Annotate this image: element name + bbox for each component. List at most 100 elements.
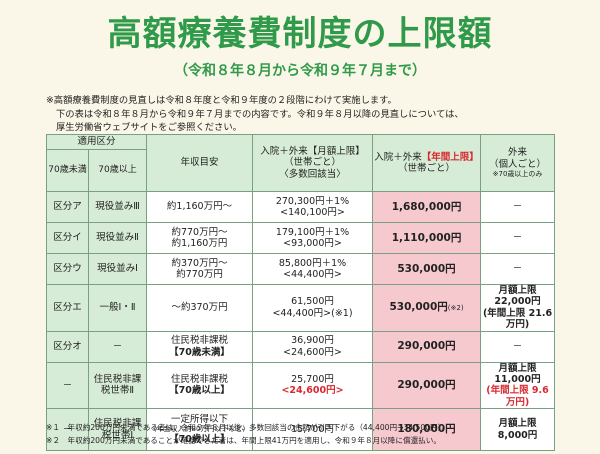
cell-monthly-line2: <24,600円> bbox=[283, 346, 342, 358]
cell-annual: 1,680,000円 bbox=[372, 191, 482, 223]
cell-monthly: 61,500円 <44,400円>(※1) bbox=[252, 284, 374, 332]
cell-u70: － bbox=[46, 408, 89, 452]
cell-o70: 現役並みⅠ bbox=[87, 253, 148, 285]
cell-income-small: (年金収入約80万円以下など) bbox=[153, 425, 246, 434]
cell-o70: 現役並みⅡ bbox=[87, 222, 148, 254]
header-monthly-line1: 入院＋外来【月額上限】 bbox=[260, 145, 365, 157]
header-monthly-line3: 〈多数回該当〉 bbox=[279, 168, 346, 180]
header-annual-red: 【年間上限】 bbox=[421, 151, 479, 163]
table-row: 区分ア 現役並みⅢ 約1,160万円～ 270,300円＋1% <140,100円… bbox=[46, 191, 556, 223]
cell-outpatient-line2: (年間上限 21.6万円) bbox=[482, 307, 553, 331]
table-row: 区分エ 一般Ⅰ・Ⅱ ～約370万円 61,500円 <44,400円>(※1) 5… bbox=[46, 284, 556, 332]
cell-outpatient-line2: (年間上限 9.6 万円) bbox=[486, 385, 549, 408]
cell-income: 約770万円～ 約1,160万円 bbox=[146, 222, 254, 254]
cell-u70: － bbox=[46, 361, 89, 410]
cell-income: 約370万円～ 約770万円 bbox=[146, 253, 254, 285]
cell-income: 約1,160万円～ bbox=[146, 191, 254, 223]
cell-o70: 一般Ⅰ・Ⅱ bbox=[87, 284, 148, 332]
cell-monthly-line1: 25,700円 bbox=[291, 373, 334, 385]
cell-income-line2: 【70歳以上】 bbox=[169, 385, 230, 397]
cell-annual-value: 530,000円 bbox=[389, 301, 448, 314]
cell-income-line2: 【70歳未満】 bbox=[169, 346, 230, 358]
page-title: 高額療養費制度の上限額 bbox=[107, 14, 493, 54]
cell-annual-note: (※2) bbox=[447, 304, 464, 313]
cell-outpatient: 月額上限 22,000円 (年間上限 21.6万円) bbox=[480, 284, 556, 332]
header-monthly-line2: （世帯ごと） bbox=[284, 157, 342, 169]
cell-income: 住民税非課税 【70歳未満】 bbox=[146, 330, 254, 363]
cell-income-line2: 約1,160万円 bbox=[171, 238, 228, 249]
header-outpatient-line2: （個人ごと） bbox=[489, 158, 547, 170]
cell-o70: 住民税非課税世帯Ⅱ bbox=[87, 361, 148, 410]
cell-income-line1: 約770万円～ bbox=[171, 226, 228, 238]
header-annual-line2: （世帯ごと） bbox=[398, 163, 456, 174]
cell-annual: 530,000円(※2) bbox=[372, 284, 482, 332]
cell-monthly-line1: 36,900円 bbox=[291, 335, 334, 347]
cell-monthly-line2: <93,000円> bbox=[283, 238, 342, 249]
cell-monthly-line2: <24,600円> bbox=[281, 385, 344, 397]
cell-monthly: 36,900円 <24,600円> bbox=[252, 330, 374, 363]
cell-annual: 1,110,000円 bbox=[372, 222, 482, 254]
cell-monthly-line1: 61,500円 bbox=[291, 296, 334, 308]
cell-u70: 区分エ bbox=[46, 284, 89, 332]
cell-income-line1: 約370万円～ bbox=[171, 257, 228, 269]
header-under70: 70歳未満 bbox=[46, 149, 89, 192]
cell-income: 一定所得以下 (年金収入約80万円以下など) 【70歳以上】 bbox=[146, 408, 254, 452]
cell-monthly-line2: <140,100円> bbox=[280, 207, 345, 218]
cell-monthly: 270,300円＋1% <140,100円> bbox=[252, 191, 374, 223]
cell-u70: 区分オ bbox=[46, 330, 89, 363]
cell-monthly-line1: 15,700円 bbox=[291, 423, 334, 435]
note-line-2: 下の表は令和８年８月から令和９年７月までの内容です。令和９年８月以降の見直しにつ… bbox=[56, 109, 464, 120]
table-row: － 住民税非課税世帯Ⅰ 一定所得以下 (年金収入約80万円以下など) 【70歳以上】… bbox=[46, 408, 556, 452]
cell-income: 住民税非課税 【70歳以上】 bbox=[146, 361, 254, 410]
footnote-2: ※２ 年収約200万円未満であることが確認できた者は、年間上限41万円を適用し、… bbox=[46, 436, 441, 445]
table-row: － 住民税非課税世帯Ⅱ 住民税非課税 【70歳以上】 25,700円 <24,600… bbox=[46, 361, 556, 410]
cell-monthly-line2: <44,400円> bbox=[283, 269, 342, 280]
table-row: 区分オ － 住民税非課税 【70歳未満】 36,900円 <24,600円> 290… bbox=[46, 330, 556, 363]
cell-income-line1: ～約370万円 bbox=[171, 302, 228, 314]
header-annual-prefix: 入院＋外来 bbox=[374, 151, 422, 163]
header-annual: 入院＋外来【年間上限】 （世帯ごと） bbox=[372, 134, 482, 192]
header-income: 年収目安 bbox=[146, 134, 254, 192]
cell-outpatient: 月額上限 11,000円 (年間上限 9.6 万円) bbox=[480, 361, 556, 410]
cell-outpatient: 月額上限 8,000円 bbox=[480, 408, 556, 452]
cell-outpatient: － bbox=[480, 330, 556, 363]
cell-annual: 180,000円 bbox=[372, 408, 482, 452]
header-outpatient-line1: 外来 bbox=[508, 147, 528, 159]
cell-monthly-line2: <44,400円>(※1) bbox=[272, 307, 353, 319]
header-over70: 70歳以上 bbox=[87, 149, 148, 192]
cell-annual: 290,000円 bbox=[372, 361, 482, 410]
cell-monthly-line1: 179,100円＋1% bbox=[275, 226, 350, 238]
cell-income-line2: 約770万円 bbox=[176, 269, 223, 280]
cell-annual: 290,000円 bbox=[372, 330, 482, 363]
cell-u70: 区分ア bbox=[46, 191, 89, 223]
header-outpatient-note: ※70歳以上のみ bbox=[492, 170, 543, 179]
cell-o70: － bbox=[87, 330, 148, 363]
table-row: 区分ウ 現役並みⅠ 約370万円～ 約770万円 85,800円＋1% <44,40… bbox=[46, 253, 556, 285]
cell-income-line1: 住民税非課税 bbox=[171, 373, 229, 385]
header-outpatient: 外来 （個人ごと） ※70歳以上のみ bbox=[480, 134, 556, 192]
cell-u70: 区分イ bbox=[46, 222, 89, 254]
cell-monthly-line1: 270,300円＋1% bbox=[275, 195, 350, 207]
cell-monthly: 25,700円 <24,600円> bbox=[252, 361, 374, 410]
cell-income-line1: 一定所得以下 bbox=[171, 414, 229, 426]
footnote-1: ※１ 年収約200万円未満である者は、令和９年８月以後、多数回該当の金額が引き下… bbox=[46, 423, 450, 432]
note-line-3: 厚生労働省ウェブサイトをご参照ください。 bbox=[56, 122, 242, 133]
cell-outpatient: － bbox=[480, 222, 556, 254]
limit-table: 適用区分 年収目安 入院＋外来【月額上限】 （世帯ごと） 〈多数回該当〉 入院＋… bbox=[45, 134, 556, 452]
cell-income: ～約370万円 bbox=[146, 284, 254, 332]
cell-u70: 区分ウ bbox=[46, 253, 89, 285]
header-monthly: 入院＋外来【月額上限】 （世帯ごと） 〈多数回該当〉 bbox=[252, 134, 374, 192]
cell-monthly-line1: 85,800円＋1% bbox=[278, 257, 347, 269]
cell-income-line1: 約1,160万円～ bbox=[166, 201, 233, 213]
note-line-1: ※高額療養費制度の見直しは令和８年度と令和９年度の２段階にわけて実施します。 bbox=[46, 95, 397, 106]
cell-outpatient-line1: 月額上限 11,000円 bbox=[494, 362, 541, 385]
cell-monthly: 15,700円 bbox=[252, 408, 374, 452]
cell-outpatient: － bbox=[480, 191, 556, 223]
cell-o70: 現役並みⅢ bbox=[87, 191, 148, 223]
table-row: 区分イ 現役並みⅡ 約770万円～ 約1,160万円 179,100円＋1% <93… bbox=[46, 222, 556, 254]
cell-income-line2: 【70歳以上】 bbox=[169, 433, 230, 445]
cell-o70: 住民税非課税世帯Ⅰ bbox=[87, 408, 148, 452]
cell-income-line1: 住民税非課税 bbox=[171, 335, 229, 347]
page-subtitle: （令和８年８月から令和９年７月まで） bbox=[174, 63, 426, 79]
cell-outpatient-line1: 月額上限 22,000円 bbox=[494, 285, 541, 308]
